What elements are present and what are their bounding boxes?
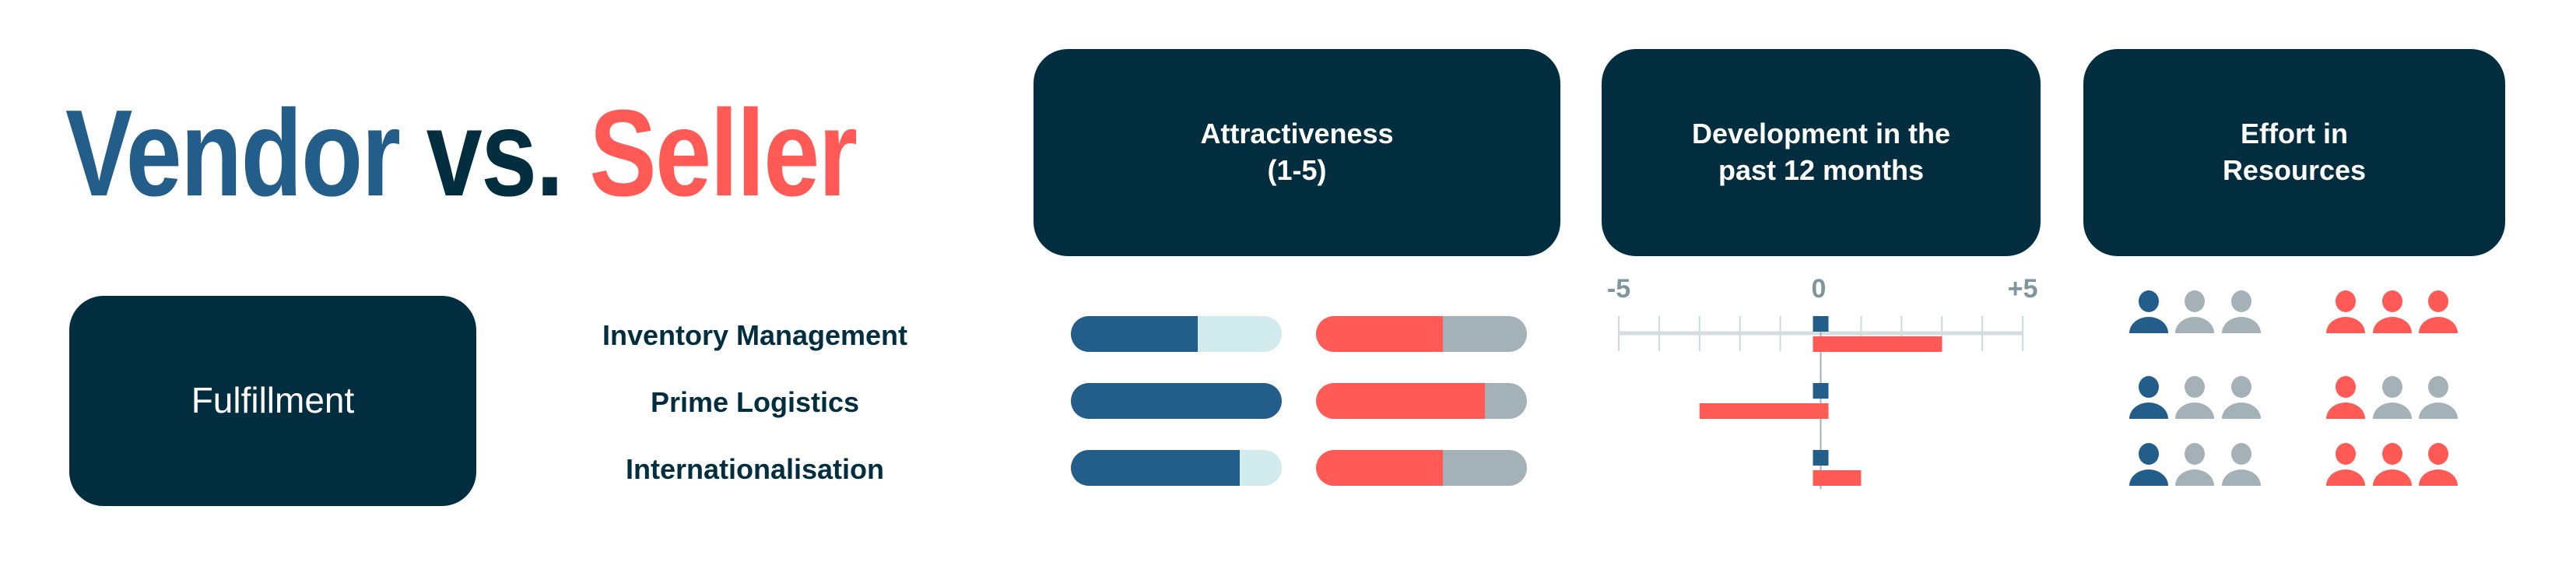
person-head (2336, 443, 2356, 465)
seller-attractiveness-bar-rest (1442, 316, 1527, 352)
person-head (2428, 376, 2448, 398)
vendor-attractiveness-bar (1071, 316, 1282, 352)
person-body (2222, 403, 2261, 419)
person-icon (2326, 376, 2365, 419)
person-head (2336, 290, 2356, 312)
person-head (2382, 290, 2402, 312)
seller-attractiveness-bar-rest (1484, 383, 1527, 419)
person-icon (2175, 443, 2214, 486)
seller-attractiveness-bar-fill (1316, 316, 1443, 352)
person-head (2139, 376, 2159, 398)
person-icon (2175, 376, 2214, 419)
person-icon (2326, 443, 2365, 486)
seller-attractiveness-bar-rest (1442, 450, 1527, 486)
person-head (2428, 443, 2448, 465)
person-icon (2373, 290, 2412, 333)
person-icon (2129, 290, 2168, 333)
person-body (2373, 403, 2412, 419)
person-body (2373, 469, 2412, 486)
person-icon (2373, 443, 2412, 486)
person-head (2231, 290, 2251, 312)
tick-label: +5 (2007, 274, 2038, 304)
title-vs: vs. (426, 85, 564, 222)
person-head (2185, 376, 2205, 398)
person-icon (2326, 290, 2365, 333)
header-development: Development in the past 12 months (1602, 49, 2041, 256)
person-body (2175, 317, 2214, 333)
vendor-attractiveness-bar-fill (1071, 450, 1240, 486)
person-body (2175, 403, 2214, 419)
person-head (2336, 376, 2356, 398)
person-icon (2222, 376, 2261, 419)
person-body (2175, 469, 2214, 486)
person-icon (2419, 376, 2458, 419)
tick-label: -5 (1606, 274, 1631, 304)
seller-attractiveness-bar-fill (1316, 450, 1443, 486)
vendor-attractiveness-bar (1071, 450, 1282, 486)
person-head (2185, 290, 2205, 312)
person-body (2129, 317, 2168, 333)
person-head (2185, 443, 2205, 465)
vendor-attractiveness-bar-fill (1071, 316, 1198, 352)
person-head (2231, 376, 2251, 398)
seller-development-bar (1699, 403, 1829, 419)
person-body (2419, 469, 2458, 486)
person-body (2373, 317, 2412, 333)
person-head (2382, 443, 2402, 465)
seller-development-bar (1813, 336, 1943, 352)
vendor-attractiveness-bar-fill (1071, 383, 1282, 419)
vendor-attractiveness-bar-rest (1197, 316, 1282, 352)
person-body (2222, 317, 2261, 333)
person-head (2139, 290, 2159, 312)
person-icon (2129, 376, 2168, 419)
seller-attractiveness-bar (1316, 316, 1527, 352)
person-icon (2222, 443, 2261, 486)
header-effort: Effort in Resources (2083, 49, 2505, 256)
person-body (2419, 403, 2458, 419)
person-head (2428, 290, 2448, 312)
seller-attractiveness-bar (1316, 450, 1527, 486)
person-icon (2175, 290, 2214, 333)
vendor-development-bar (1813, 316, 1829, 332)
title-seller: Seller (589, 85, 858, 222)
seller-development-bar (1813, 470, 1862, 486)
vendor-attractiveness-bar-rest (1239, 450, 1282, 486)
person-body (2129, 469, 2168, 486)
page-title: Vendor vs. Seller (65, 92, 858, 215)
header-attractiveness: Attractiveness (1-5) (1034, 49, 1560, 256)
person-head (2139, 443, 2159, 465)
person-head (2231, 443, 2251, 465)
person-body (2419, 317, 2458, 333)
seller-attractiveness-bar-fill (1316, 383, 1485, 419)
row-label: Internationalisation (625, 453, 885, 485)
row-label: Prime Logistics (650, 386, 860, 418)
row-label: Inventory Management (602, 319, 908, 351)
person-icon (2222, 290, 2261, 333)
person-icon (2419, 290, 2458, 333)
person-icon (2373, 376, 2412, 419)
person-body (2222, 469, 2261, 486)
person-head (2382, 376, 2402, 398)
vendor-development-bar (1813, 383, 1829, 399)
seller-attractiveness-bar (1316, 383, 1527, 419)
vendor-development-bar (1813, 450, 1829, 466)
person-icon (2129, 443, 2168, 486)
person-body (2326, 317, 2365, 333)
vendor-attractiveness-bar (1071, 383, 1282, 419)
person-icon (2419, 443, 2458, 486)
person-body (2326, 403, 2365, 419)
tick-label: 0 (1811, 274, 1827, 304)
title-vendor: Vendor (65, 85, 401, 222)
category-fulfillment: Fulfillment (69, 296, 476, 506)
person-body (2326, 469, 2365, 486)
person-body (2129, 403, 2168, 419)
